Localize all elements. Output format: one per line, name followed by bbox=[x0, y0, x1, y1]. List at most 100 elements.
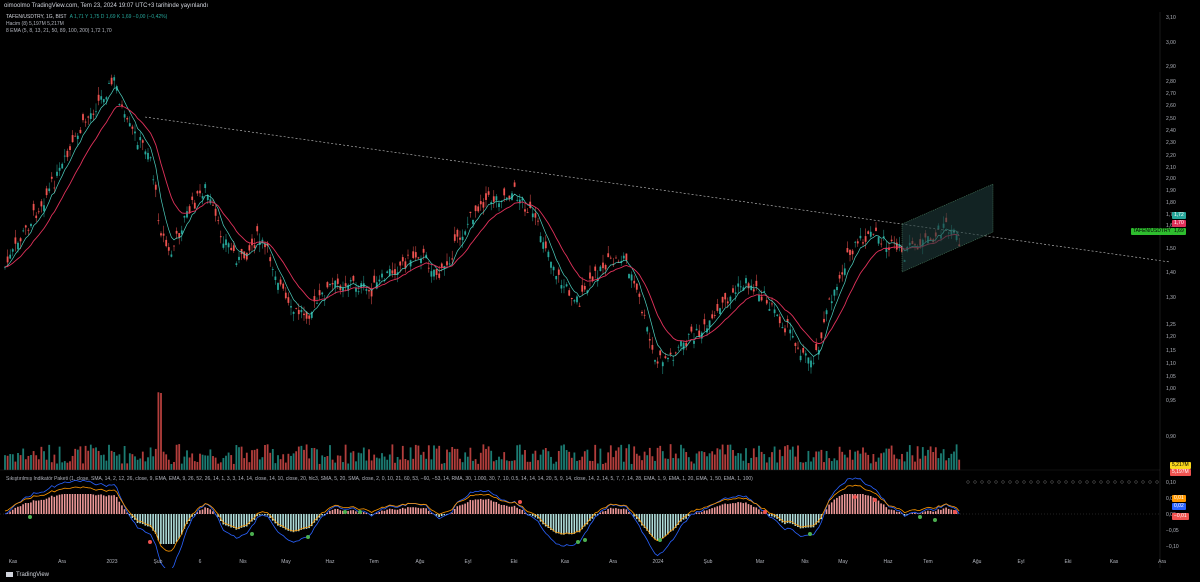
candle-body bbox=[461, 236, 464, 241]
volume-bar bbox=[846, 457, 849, 470]
volume-bar bbox=[222, 457, 225, 470]
osc-histogram-bar bbox=[698, 512, 700, 514]
volume-bar bbox=[628, 444, 630, 470]
volume-bar bbox=[453, 448, 456, 470]
candle-body bbox=[490, 202, 493, 205]
candle-body bbox=[550, 261, 552, 268]
volume-bar bbox=[214, 457, 217, 470]
osc-future-marker bbox=[1092, 480, 1096, 484]
symbol-title[interactable]: TAFEN/USDTRY, 1G, BIST bbox=[6, 14, 67, 20]
volume-bar bbox=[186, 450, 188, 470]
oscillator-legend[interactable]: Sıkıştırılmış İndikatör Paketi (1, close… bbox=[6, 476, 753, 482]
candle-body bbox=[617, 261, 620, 263]
osc-histogram-bar bbox=[342, 510, 344, 514]
candle-body bbox=[297, 309, 300, 315]
osc-histogram-bar bbox=[329, 510, 331, 514]
volume-bar bbox=[869, 463, 872, 470]
volume-bar bbox=[534, 450, 537, 470]
osc-histogram-bar bbox=[732, 503, 734, 514]
volume-bar bbox=[908, 445, 911, 470]
volume-bar bbox=[659, 445, 662, 470]
price-tick-label: 1,80 bbox=[1166, 200, 1176, 206]
volume-bar bbox=[929, 446, 932, 470]
candle-body bbox=[279, 279, 282, 285]
volume-bar bbox=[313, 447, 316, 470]
candle-body bbox=[344, 283, 347, 287]
candle-body bbox=[37, 211, 40, 213]
candle-body bbox=[680, 341, 682, 347]
candle-body bbox=[456, 229, 459, 237]
osc-signal-dot bbox=[658, 538, 662, 542]
candle-body bbox=[373, 275, 376, 283]
volume-bar bbox=[232, 463, 235, 470]
volume-bar bbox=[69, 461, 71, 470]
candle-body bbox=[622, 255, 625, 259]
osc-histogram-bar bbox=[903, 514, 906, 516]
volume-bar bbox=[427, 445, 430, 470]
volume-bar bbox=[711, 451, 714, 470]
candle-body bbox=[672, 359, 675, 361]
candle-body bbox=[19, 238, 22, 242]
candle-body bbox=[474, 205, 477, 212]
candle-body bbox=[833, 289, 836, 296]
ema-legend[interactable]: 8 EMA (5, 8, 13, 21, 50, 89, 100, 200) 1… bbox=[6, 28, 112, 34]
osc-histogram-bar bbox=[617, 508, 620, 514]
osc-histogram-bar bbox=[563, 514, 565, 535]
osc-histogram-bar bbox=[139, 514, 141, 524]
candle-body bbox=[35, 215, 38, 219]
candle-body bbox=[412, 251, 415, 258]
candle-body bbox=[24, 225, 27, 228]
volume-bar bbox=[729, 444, 732, 470]
volume-legend[interactable]: Hacim (8) 5,197M 5,217M bbox=[6, 21, 64, 27]
volume-bar bbox=[113, 452, 116, 470]
volume-tag: 5,217M bbox=[1170, 462, 1191, 469]
candle-body bbox=[43, 205, 45, 212]
osc-histogram-bar bbox=[677, 514, 680, 525]
volume-bar bbox=[955, 444, 958, 470]
candle-body bbox=[282, 283, 285, 289]
volume-bar bbox=[201, 454, 204, 470]
candle-body bbox=[84, 121, 87, 123]
candle-body bbox=[108, 83, 110, 84]
candle-body bbox=[898, 244, 901, 249]
volume-bar bbox=[375, 457, 378, 470]
volume-bar bbox=[872, 454, 875, 470]
osc-future-marker bbox=[994, 480, 998, 484]
osc-histogram-bar bbox=[737, 502, 739, 514]
volume-bar bbox=[74, 448, 77, 470]
osc-histogram-bar bbox=[14, 507, 17, 514]
osc-histogram-bar bbox=[882, 504, 885, 514]
price-tick-label: 1,10 bbox=[1166, 361, 1176, 367]
volume-bar bbox=[555, 461, 558, 470]
candle-body bbox=[612, 263, 615, 265]
volume-bar bbox=[856, 450, 859, 470]
volume-bar bbox=[175, 444, 178, 470]
volume-bar bbox=[102, 454, 105, 470]
volume-bar bbox=[279, 459, 282, 470]
price-tick-label: 2,50 bbox=[1166, 116, 1176, 122]
time-tick-label: 2024 bbox=[652, 559, 663, 565]
candle-body bbox=[807, 357, 810, 364]
volume-bar bbox=[737, 453, 740, 470]
candle-body bbox=[430, 271, 433, 277]
candle-body bbox=[63, 155, 66, 157]
volume-bar bbox=[563, 444, 565, 470]
price-chart[interactable]: 3,10 3,00 2,90 2,80 2,70 2,60 2,50 2,40 2,30 2,20… bbox=[0, 12, 1200, 568]
candle-body bbox=[126, 118, 129, 120]
osc-histogram-bar bbox=[113, 495, 115, 514]
volume-bar bbox=[461, 462, 464, 470]
osc-histogram-bar bbox=[303, 514, 305, 530]
candle-body bbox=[524, 209, 526, 212]
volume-bar bbox=[651, 456, 654, 470]
candle-body bbox=[521, 198, 524, 201]
osc-histogram-bar bbox=[836, 497, 838, 514]
volume-bar bbox=[477, 463, 480, 470]
candle-body bbox=[812, 362, 815, 364]
volume-bar bbox=[703, 452, 706, 470]
volume-bar bbox=[178, 444, 181, 470]
candle-body bbox=[427, 267, 430, 269]
candle-body bbox=[726, 301, 729, 304]
osc-histogram-bar bbox=[812, 514, 815, 528]
volume-bar bbox=[901, 453, 903, 470]
volume-bar bbox=[747, 463, 750, 470]
